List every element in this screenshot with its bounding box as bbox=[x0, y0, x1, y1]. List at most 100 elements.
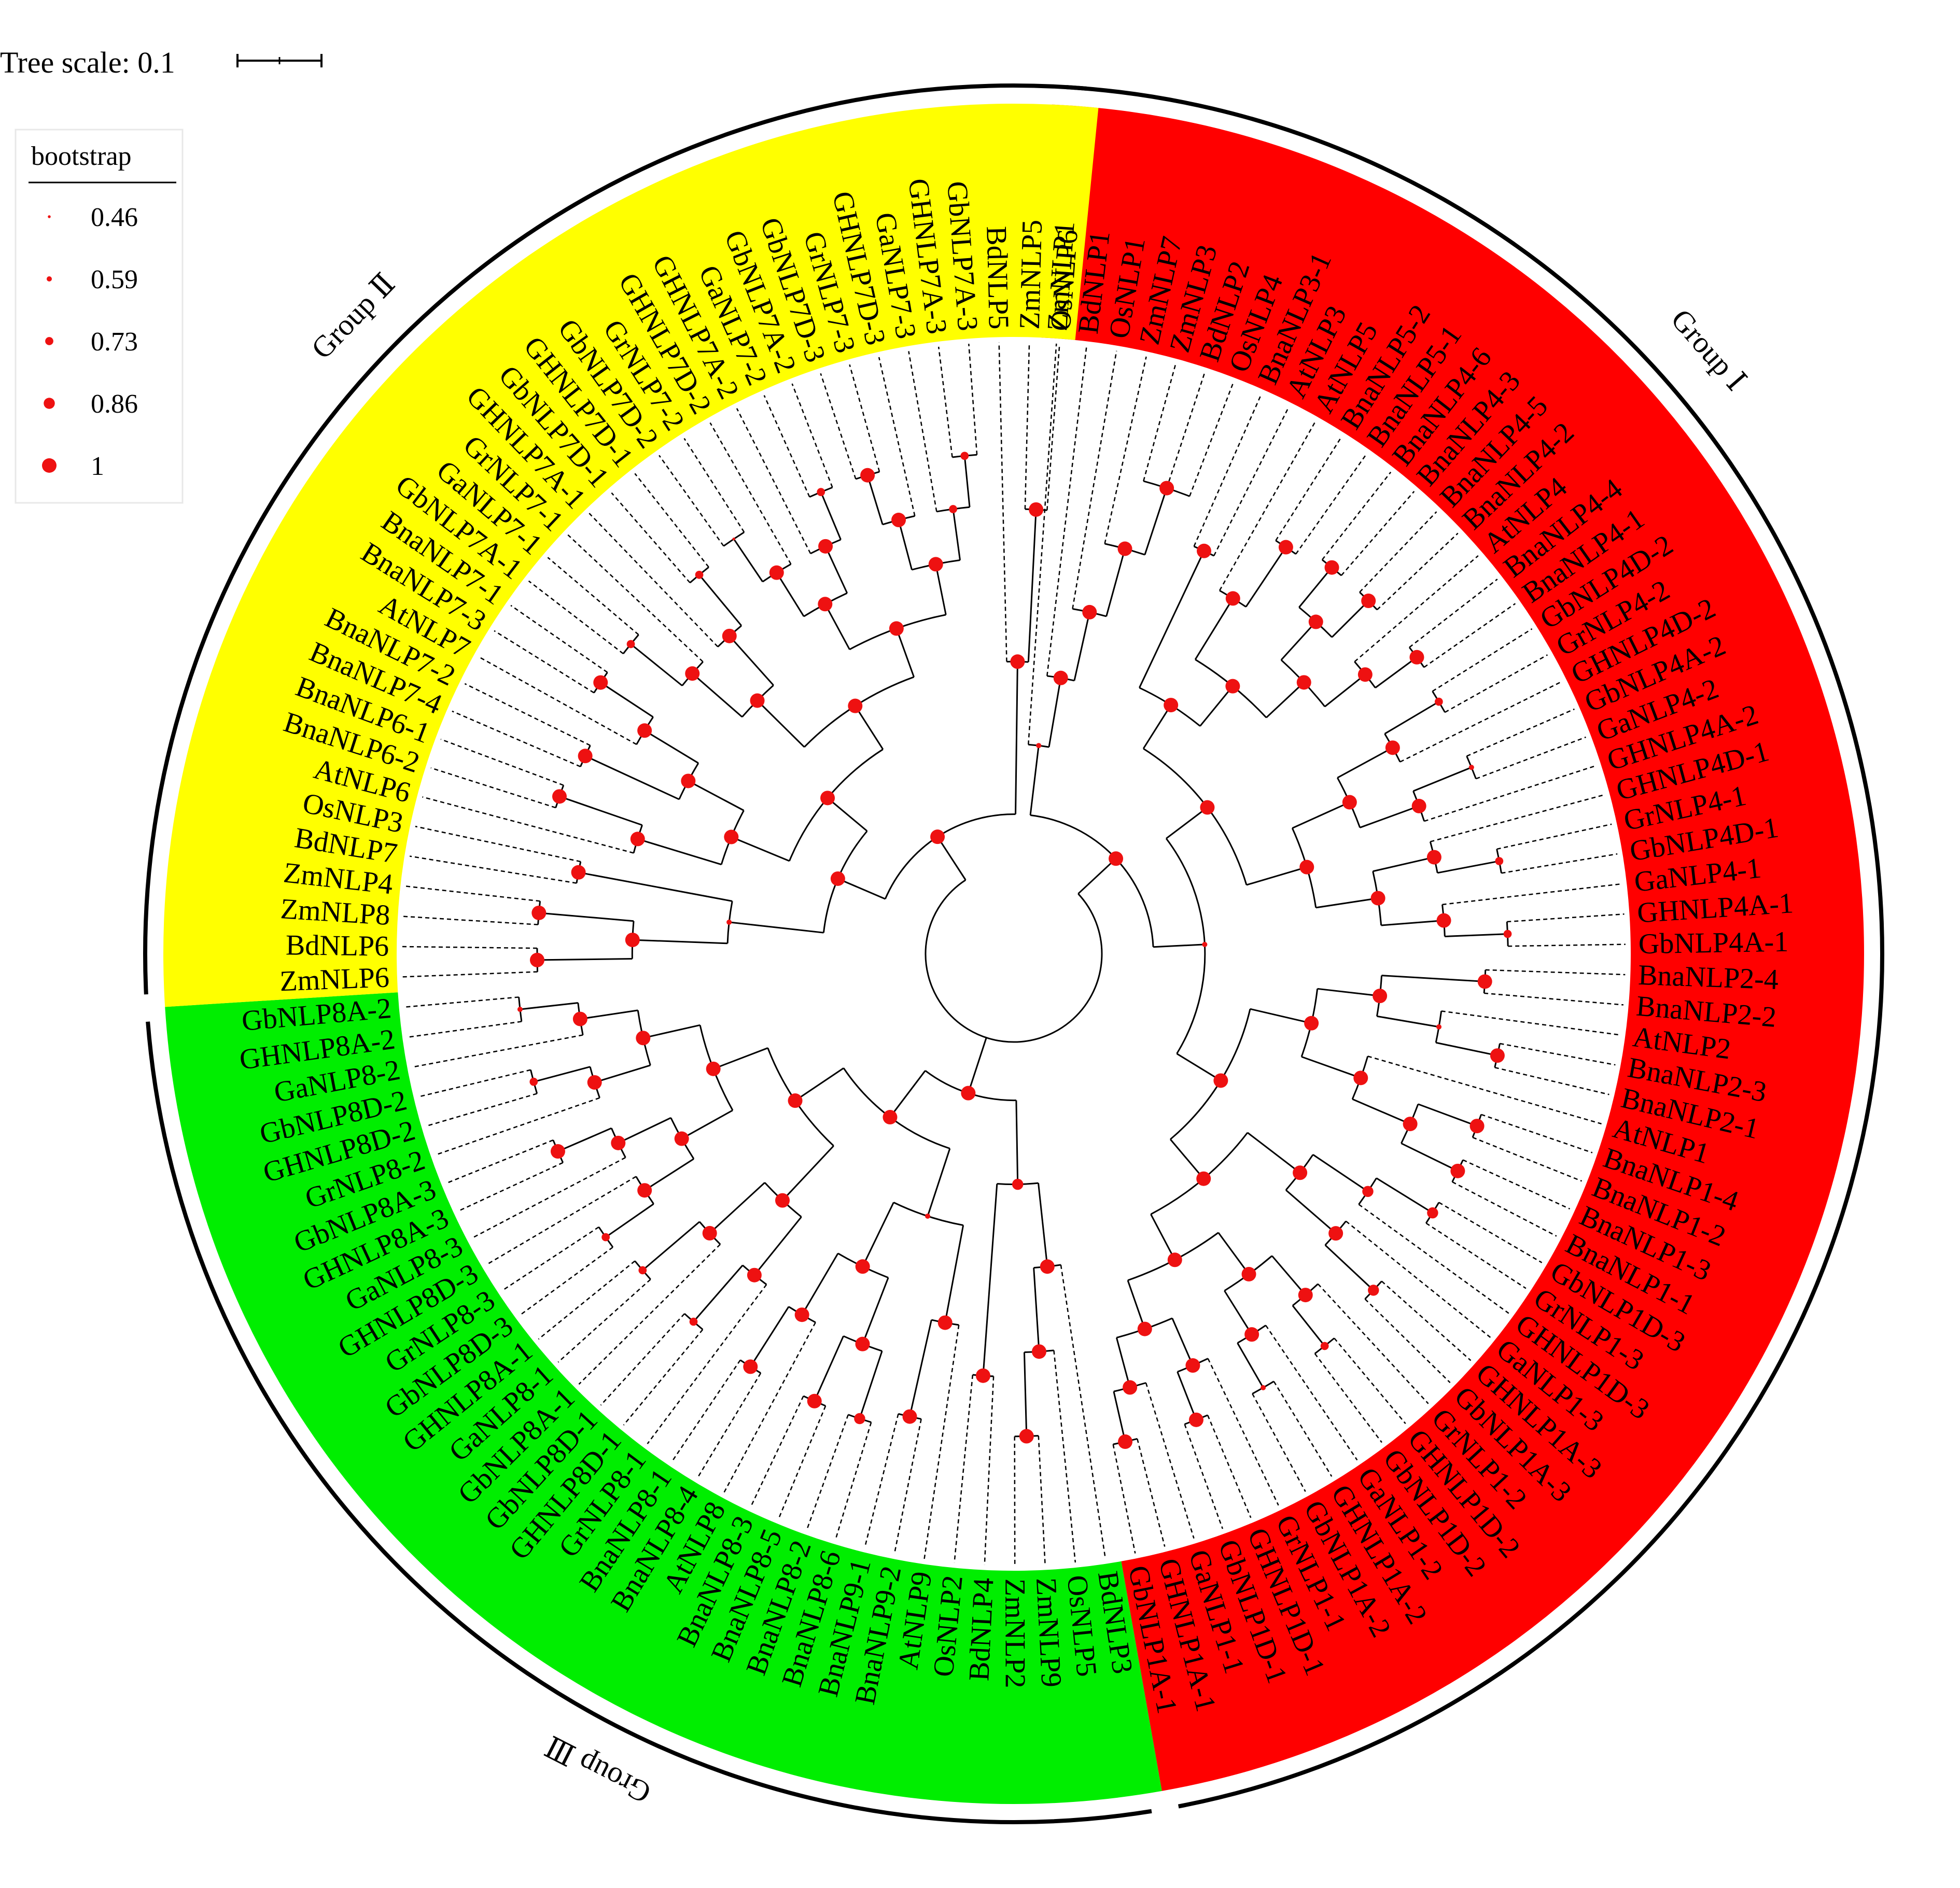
branch-segment bbox=[1150, 1214, 1176, 1260]
branch-segment bbox=[1292, 801, 1350, 829]
bootstrap-marker bbox=[1426, 850, 1441, 865]
bootstrap-marker bbox=[1197, 543, 1212, 558]
branch-segment bbox=[1401, 1143, 1459, 1172]
branch-arc bbox=[925, 879, 1103, 1043]
bootstrap-marker bbox=[531, 905, 547, 920]
branch-segment bbox=[827, 797, 868, 832]
bootstrap-marker bbox=[830, 871, 845, 886]
leader-line bbox=[436, 1097, 600, 1156]
tree-scale-label: Tree scale: 0.1 bbox=[0, 46, 175, 79]
leader-line bbox=[1273, 1381, 1333, 1477]
branch-segment bbox=[1166, 807, 1208, 839]
leader-line bbox=[1425, 1222, 1527, 1289]
bootstrap-marker bbox=[1202, 941, 1208, 947]
branch-segment bbox=[1105, 548, 1126, 617]
leader-line bbox=[1252, 1393, 1306, 1492]
branch-segment bbox=[644, 1158, 694, 1191]
leaf-label: ZmNLP9 bbox=[1030, 1577, 1068, 1688]
branch-segment bbox=[1324, 1244, 1374, 1291]
leader-line bbox=[908, 351, 937, 512]
branch-segment bbox=[1217, 1232, 1250, 1275]
bootstrap-marker bbox=[1403, 1117, 1418, 1132]
bootstrap-marker bbox=[794, 1307, 809, 1322]
branch-segment bbox=[1015, 661, 1018, 814]
leader-line bbox=[1184, 1424, 1224, 1529]
leader-line bbox=[1359, 511, 1437, 593]
leader-line bbox=[1314, 1353, 1382, 1443]
leader-line bbox=[835, 1422, 872, 1540]
branch-segment bbox=[681, 1109, 733, 1139]
bootstrap-marker bbox=[1385, 740, 1400, 755]
leader-line bbox=[1193, 394, 1262, 547]
branch-segment bbox=[750, 1306, 790, 1368]
branch-segment bbox=[794, 1067, 844, 1102]
bootstrap-marker bbox=[611, 1135, 626, 1150]
bootstrap-marker bbox=[630, 832, 645, 847]
bootstrap-marker bbox=[1036, 743, 1042, 749]
leader-line bbox=[1046, 344, 1060, 511]
leader-line bbox=[510, 604, 608, 673]
leader-line bbox=[430, 767, 556, 809]
leader-line bbox=[1452, 1181, 1557, 1237]
bootstrap-marker bbox=[1436, 913, 1451, 928]
leaf-label: ZmNLP1 bbox=[1041, 220, 1081, 332]
bootstrap-marker bbox=[1298, 1288, 1313, 1303]
branch-segment bbox=[1271, 1255, 1306, 1296]
bootstrap-marker bbox=[552, 789, 567, 804]
leader-line bbox=[1275, 436, 1342, 541]
leader-line bbox=[402, 971, 538, 978]
bootstrap-marker bbox=[889, 621, 904, 636]
leader-line bbox=[697, 1373, 762, 1478]
branch-segment bbox=[1247, 1132, 1301, 1174]
branch-segment bbox=[1375, 656, 1418, 688]
branch-segment bbox=[1266, 682, 1305, 718]
bootstrap-marker bbox=[571, 865, 586, 880]
leader-line bbox=[647, 1284, 767, 1444]
leader-line bbox=[1483, 992, 1623, 1006]
branch-segment bbox=[1384, 701, 1439, 735]
bootstrap-marker bbox=[1328, 1226, 1343, 1241]
bootstrap-marker bbox=[1468, 765, 1474, 770]
leaf-label: ZmNLP6 bbox=[279, 961, 390, 997]
branch-segment bbox=[1280, 621, 1317, 661]
branch-segment bbox=[605, 1203, 654, 1238]
bootstrap-marker bbox=[928, 557, 943, 572]
leader-line bbox=[1104, 356, 1147, 544]
bootstrap-marker bbox=[1490, 1048, 1505, 1063]
bootstrap-marker bbox=[529, 1077, 538, 1086]
leader-line bbox=[589, 513, 719, 647]
leader-line bbox=[1445, 654, 1548, 713]
branch-segment bbox=[520, 1002, 578, 1010]
branch-segment bbox=[936, 836, 967, 881]
leader-line bbox=[1345, 1220, 1491, 1338]
leader-line bbox=[547, 557, 639, 636]
leader-line bbox=[968, 344, 978, 455]
bootstrap-marker bbox=[722, 628, 737, 643]
bootstrap-marker bbox=[1137, 1321, 1152, 1336]
bootstrap-marker bbox=[1477, 974, 1492, 989]
bootstrap-marker bbox=[593, 675, 608, 690]
bootstrap-marker bbox=[681, 773, 696, 788]
bootstrap-marker bbox=[685, 666, 700, 681]
branch-segment bbox=[824, 546, 848, 594]
leader-line bbox=[1072, 350, 1117, 609]
leader-line bbox=[750, 1396, 804, 1507]
bootstrap-marker bbox=[1010, 654, 1025, 669]
branch-segment bbox=[753, 1216, 802, 1276]
bootstrap-marker bbox=[743, 1359, 758, 1374]
group-II-arc bbox=[143, 83, 1087, 995]
legend-marker bbox=[46, 276, 52, 282]
branch-segment bbox=[1077, 858, 1117, 895]
branch-segment bbox=[533, 1066, 591, 1083]
branch-segment bbox=[1142, 705, 1172, 749]
bootstrap-marker bbox=[674, 1131, 689, 1146]
branch-segment bbox=[618, 1117, 671, 1144]
bootstrap-marker bbox=[930, 829, 945, 844]
bootstrap-marker bbox=[529, 952, 544, 967]
leader-line bbox=[1317, 1283, 1429, 1404]
branch-segment bbox=[1250, 1008, 1312, 1024]
branch-segment bbox=[584, 755, 680, 800]
branch-segment bbox=[1177, 1371, 1197, 1420]
branch-segment bbox=[644, 729, 699, 764]
bootstrap-marker bbox=[1012, 1178, 1024, 1190]
